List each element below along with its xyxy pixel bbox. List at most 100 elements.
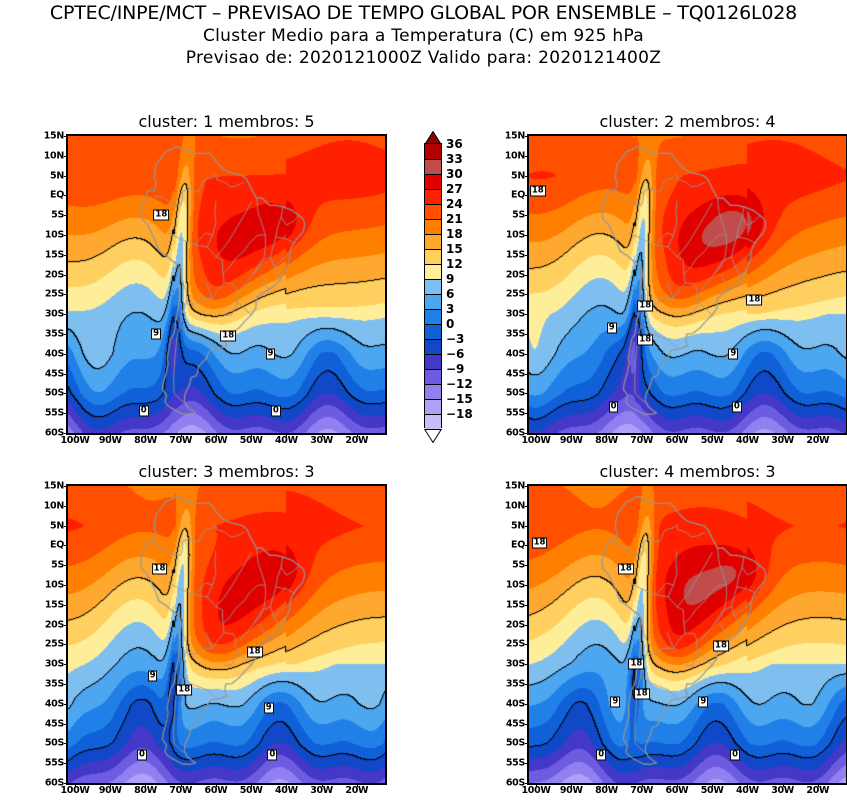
colorbar-band — [425, 264, 441, 279]
y-tick-label: 10S — [505, 229, 525, 241]
x-tick-mark — [676, 433, 678, 437]
y-tick-mark — [525, 274, 529, 276]
y-tick-mark — [64, 353, 68, 355]
panel-cluster-1: cluster: 1 membros: 5 18 18 9 9 0 0 15N 10N 5N EQ 5… — [44, 112, 387, 446]
x-tick-label: 100W — [521, 785, 551, 796]
x-tick-label: 40W — [735, 435, 759, 446]
y-tick-label: 35S — [44, 678, 64, 690]
y-tick-mark — [525, 175, 529, 177]
panel-title-cluster-1: cluster: 1 membros: 5 — [138, 112, 315, 131]
colorbar-tick-label: 15 — [446, 242, 463, 256]
y-tick-label: 25S — [44, 288, 64, 300]
x-tick-label: 80W — [595, 435, 618, 446]
x-tick-label: 90W — [98, 435, 122, 446]
map-frame-cluster-2 — [527, 134, 847, 435]
x-tick-label: 40W — [274, 785, 298, 796]
colorbar-tick-label: 3 — [446, 302, 455, 316]
y-tick-mark — [64, 604, 68, 606]
x-tick-label: 50W — [239, 435, 263, 446]
x-tick-mark — [110, 783, 112, 787]
x-tick-mark — [536, 433, 538, 437]
y-tick-mark — [525, 585, 529, 586]
contour-label: 18 — [633, 688, 650, 700]
y-tick-label: 50S — [44, 387, 64, 399]
contour-label: 18 — [176, 684, 193, 696]
y-tick-label: 20S — [44, 619, 64, 631]
colorbar-band — [425, 219, 441, 234]
x-tick-label: 70W — [169, 785, 193, 796]
y-tick-label: 45S — [44, 718, 64, 730]
x-tick-mark — [286, 433, 288, 437]
y-tick-label: 30S — [505, 658, 525, 670]
contour-label: 18 — [746, 294, 763, 306]
y-tick-mark — [525, 486, 529, 487]
y-tick-label: 5S — [512, 209, 525, 221]
x-tick-mark — [75, 433, 77, 437]
y-tick-label: 5S — [512, 559, 525, 571]
colorbar-tick-label: 12 — [446, 257, 463, 271]
y-tick-mark — [64, 763, 68, 765]
x-tick-mark — [321, 783, 323, 787]
y-tick-label: 55S — [505, 407, 525, 419]
y-tick-mark — [64, 215, 68, 217]
x-tick-label: 50W — [700, 785, 724, 796]
colorbar-band — [425, 249, 441, 264]
x-tick-mark — [251, 433, 253, 437]
x-tick-label: 50W — [239, 785, 263, 796]
y-tick-mark — [64, 334, 68, 335]
y-tick-mark — [525, 235, 529, 236]
y-tick-mark — [64, 644, 68, 646]
y-tick-mark — [525, 433, 529, 434]
colorbar-tick-label: 18 — [446, 227, 463, 241]
y-tick-label: 15N — [504, 480, 526, 492]
y-tick-mark — [525, 195, 529, 197]
y-tick-label: 30S — [44, 658, 64, 670]
y-tick-label: 5S — [51, 559, 64, 571]
y-tick-mark — [525, 624, 529, 626]
x-tick-mark — [817, 783, 819, 787]
contour-label: 0 — [608, 401, 619, 413]
x-tick-mark — [75, 783, 77, 787]
y-tick-mark — [525, 254, 529, 256]
temperature-field-cluster-3 — [68, 486, 385, 783]
contour-label: 18 — [246, 646, 263, 658]
colorbar: 36 33 30 27 24 21 18 15 12 9 6 3 0 −3 −6 −9 −12 −15 −18 — [423, 130, 484, 444]
chart-header: CPTEC/INPE/MCT – PREVISAO DE TEMPO GLOBA… — [0, 2, 847, 69]
y-tick-label: 40S — [505, 348, 525, 360]
y-tick-mark — [525, 545, 529, 547]
y-tick-label: 50S — [505, 737, 525, 749]
colorbar-tick-label: 9 — [446, 272, 455, 286]
map-frame-cluster-3 — [66, 484, 387, 785]
x-tick-label: 60W — [204, 435, 228, 446]
y-tick-mark — [64, 274, 68, 276]
y-tick-mark — [525, 393, 529, 395]
y-tick-label: 60S — [44, 777, 64, 789]
y-tick-mark — [525, 314, 529, 316]
y-tick-mark — [525, 703, 529, 705]
y-tick-label: 35S — [44, 328, 64, 340]
y-tick-label: 25S — [505, 638, 525, 650]
colorbar-band — [425, 384, 441, 399]
y-tick-label: 15N — [43, 480, 65, 492]
y-tick-label: 10S — [44, 579, 64, 591]
y-tick-label: 50S — [44, 737, 64, 749]
y-tick-mark — [64, 393, 68, 395]
colorbar-band — [425, 234, 441, 249]
y-tick-label: 5S — [51, 209, 64, 221]
y-tick-mark — [525, 743, 529, 745]
contour-label: 0 — [136, 749, 147, 761]
panel-title-cluster-2: cluster: 2 membros: 4 — [599, 112, 776, 131]
y-tick-mark — [525, 604, 529, 606]
x-tick-mark — [215, 433, 217, 437]
contour-label: 0 — [138, 405, 149, 417]
x-tick-mark — [145, 433, 147, 437]
x-tick-label: 40W — [274, 435, 298, 446]
contour-label: 18 — [637, 334, 654, 346]
y-tick-mark — [64, 743, 68, 745]
y-tick-mark — [64, 195, 68, 197]
y-tick-label: EQ — [50, 189, 64, 201]
y-tick-label: 55S — [44, 407, 64, 419]
x-tick-label: 100W — [60, 435, 90, 446]
y-tick-mark — [64, 413, 68, 415]
x-tick-mark — [782, 783, 784, 787]
